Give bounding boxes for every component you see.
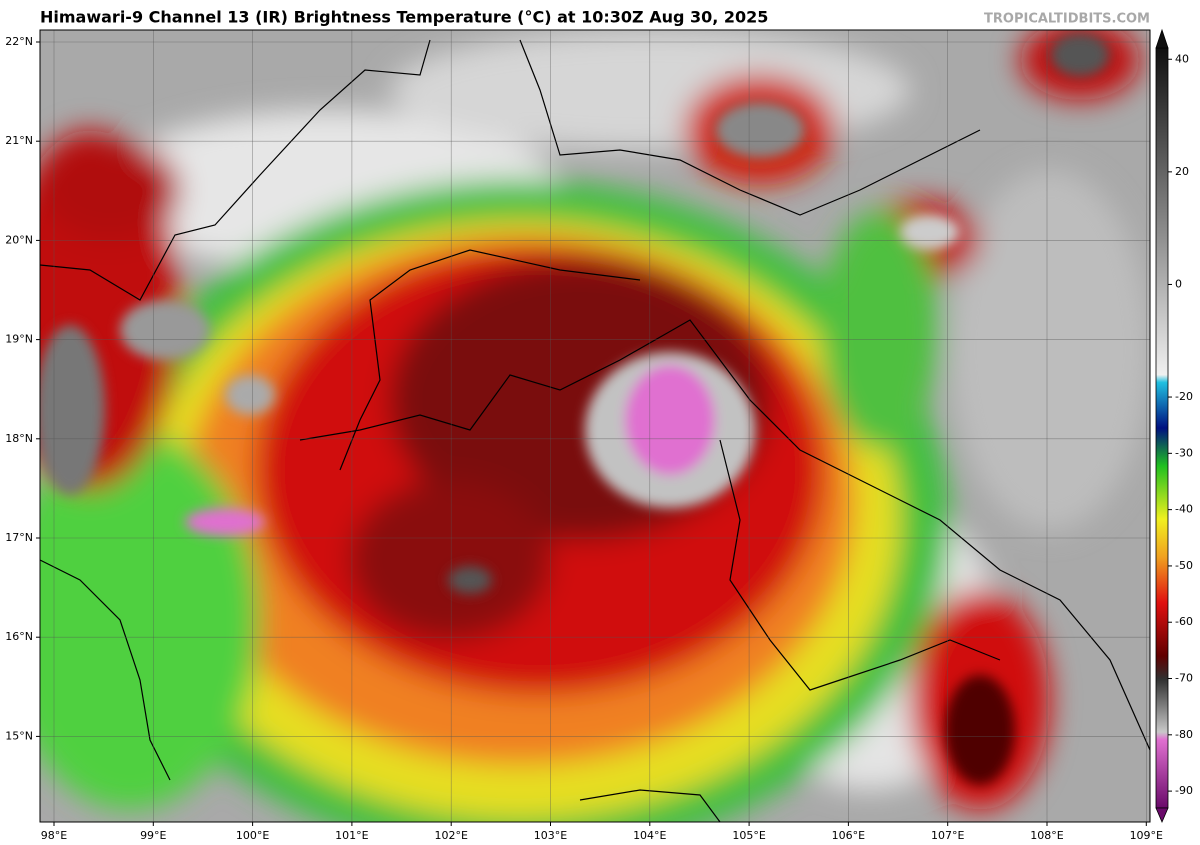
lat-label: 21°N <box>5 134 33 147</box>
axis-labels: 22°N 21°N 20°N 19°N 18°N 17°N 16°N 15°N 98°E 99°E… <box>5 35 1163 842</box>
lon-label: 105°E <box>732 829 765 842</box>
lat-label: 19°N <box>5 333 33 346</box>
colorbar-tick-label: 0 <box>1175 277 1182 290</box>
graticule <box>40 30 1150 822</box>
credit: TROPICALTIDBITS.COM <box>984 12 1150 27</box>
map-title: Himawari-9 Channel 13 (IR) Brightness Te… <box>40 8 768 27</box>
lon-label: 99°E <box>140 829 166 842</box>
lon-label: 102°E <box>434 829 467 842</box>
colorbar-tick-label: -90 <box>1175 784 1193 797</box>
lat-label: 20°N <box>5 233 33 246</box>
colorbar-tick-label: -40 <box>1175 503 1193 516</box>
lon-label: 106°E <box>832 829 865 842</box>
lat-label: 16°N <box>5 630 33 643</box>
lon-label: 104°E <box>633 829 666 842</box>
colorbar-extend-top <box>1155 28 1169 49</box>
lon-label: 108°E <box>1030 829 1063 842</box>
lon-label: 98°E <box>41 829 67 842</box>
colorbar-extend-bottom <box>1155 807 1169 824</box>
lat-label: 22°N <box>5 35 33 48</box>
satellite-imagery <box>40 30 1150 822</box>
lat-label: 18°N <box>5 432 33 445</box>
colorbar-tick-label: -80 <box>1175 728 1193 741</box>
colorbar-tick-label: 40 <box>1175 52 1189 65</box>
colorbar-tick-label: -50 <box>1175 559 1193 572</box>
colorbar: 40 20 0 -20 -30 -40 -50 -60 -70 -80 -90 <box>1155 28 1193 824</box>
coastlines <box>40 39 1150 822</box>
lon-label: 107°E <box>931 829 964 842</box>
colorbar-tick-label: -70 <box>1175 672 1193 685</box>
lat-label: 15°N <box>5 729 33 742</box>
colorbar-tick-label: -30 <box>1175 446 1193 459</box>
colorbar-tick-label: 20 <box>1175 165 1189 178</box>
colorbar-scale <box>1155 47 1169 809</box>
lon-label: 101°E <box>335 829 368 842</box>
lon-label: 103°E <box>534 829 567 842</box>
map-frame <box>39 29 1151 823</box>
lat-label: 17°N <box>5 531 33 544</box>
colorbar-tick-label: -20 <box>1175 390 1193 403</box>
lon-label: 100°E <box>236 829 269 842</box>
colorbar-tick-label: -60 <box>1175 615 1193 628</box>
lon-label: 109°E <box>1130 829 1163 842</box>
